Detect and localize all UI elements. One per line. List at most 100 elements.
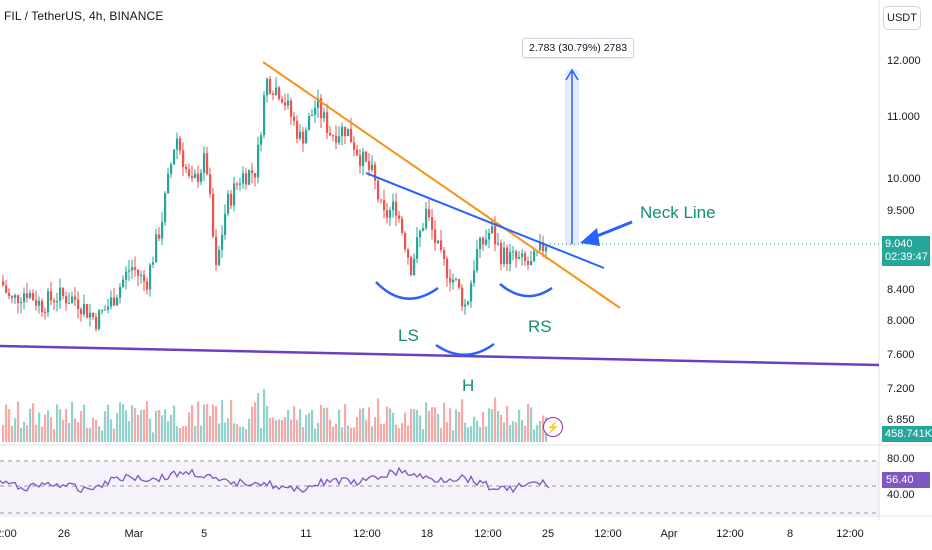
candle-body [467,301,470,305]
volume-bar [503,422,506,442]
volume-bar [236,424,239,442]
candle-body [347,128,350,137]
candle-body [533,251,536,262]
candle [188,163,191,179]
candle [533,249,536,263]
volume-bar [326,407,329,442]
candle-body [92,312,95,317]
candle-body [395,201,398,216]
candle [185,164,188,173]
candle [107,298,110,314]
candle [206,146,209,176]
volume-bar [44,414,47,442]
volume-bar [101,430,104,442]
volume-bar [86,427,89,442]
volume-bar [140,410,143,442]
candle [458,279,461,290]
candle [497,233,500,247]
candle [455,277,458,282]
volume-bar [521,419,524,442]
volume-bar [230,399,233,442]
right-shoulder-label[interactable]: RS [528,317,552,336]
candle [104,305,107,311]
price-label: 9.500 [887,205,915,217]
candle-body [473,270,476,284]
candle-body [443,249,446,259]
candle-body [71,296,74,303]
volume-bar [20,427,23,442]
volume-bar [32,403,35,442]
rsi-panel [0,460,879,515]
volume-bar [170,414,173,442]
left-shoulder-label[interactable]: LS [398,326,419,345]
volume-bar [116,412,119,442]
candle-body [545,246,548,252]
candle [332,134,335,142]
volume-bar [482,411,485,442]
symbol-title[interactable]: FIL / TetherUS, 4h, BINANCE [4,9,164,23]
volume-bar [533,429,536,442]
candle-body [458,279,461,288]
candle-body [344,126,347,137]
candle [515,249,518,268]
volume-bar [311,409,314,442]
candle-body [140,274,143,276]
candle [440,229,443,253]
candle-body [290,100,293,117]
candle-body [362,151,365,166]
neck-line-label[interactable]: Neck Line [640,203,716,222]
candle-body [464,304,467,307]
candle [212,187,215,238]
volume-bar [446,421,449,442]
candle-body [68,302,71,304]
volume-bar [29,408,32,442]
volume-bar [188,412,191,442]
candle-body [107,306,110,310]
candle-body [194,173,197,178]
candle [413,253,416,276]
volume-bar [314,428,317,442]
volume-bar [8,409,11,442]
price-label: 7.200 [887,383,915,395]
candle [155,228,158,263]
volume-bar [251,406,254,442]
candle [410,255,413,277]
measure-label[interactable]: 2.783 (30.79%) 2783 [522,38,635,58]
volume-bar [77,422,80,442]
candle [125,266,128,290]
candle [254,172,257,187]
volume-bar [65,408,68,442]
candle [344,126,347,145]
candle-body [329,132,332,136]
candle [80,307,83,322]
volume-bar [341,427,344,442]
volume-bar [218,423,221,442]
candle-body [23,293,26,302]
candle [161,212,164,246]
lightning-icon[interactable]: ⚡ [543,417,563,437]
volume-bar [509,424,512,442]
candle-body [155,234,158,263]
price-label: 11.000 [887,111,920,123]
candle-body [305,130,308,144]
candle-body [212,193,215,237]
candle [74,287,77,307]
head-label[interactable]: H [462,376,475,395]
candle-body [482,237,485,245]
candle-body [428,209,431,218]
candle-body [521,253,524,257]
currency-button[interactable]: USDT [883,6,921,30]
volume-bar [59,409,62,442]
volume-bar [242,427,245,442]
candle [281,95,284,104]
candle-body [449,278,452,283]
volume-bar [68,422,71,442]
price-label: 8.400 [887,284,915,296]
volume-bar [179,428,182,442]
candle [284,93,287,111]
candle [353,136,356,157]
volume-bar [425,402,428,442]
volume-bar [143,409,146,442]
